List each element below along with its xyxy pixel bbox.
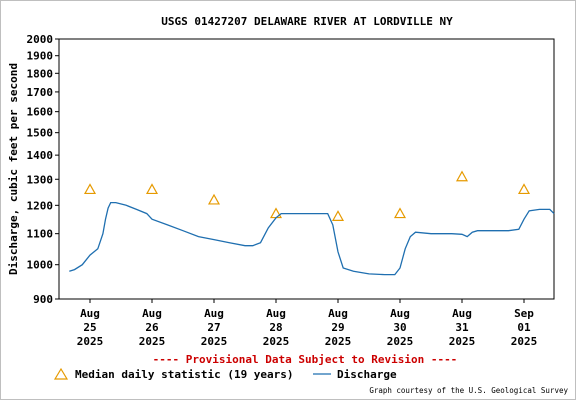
- y-tick-label: 1400: [27, 149, 54, 162]
- y-tick-label: 1000: [27, 259, 54, 272]
- plot-area: [58, 38, 555, 300]
- median-marker: [207, 193, 221, 205]
- y-tick-label: 1100: [27, 228, 54, 241]
- median-marker: [331, 210, 345, 221]
- x-tick-label: 2025: [139, 335, 166, 348]
- x-tick-label: Aug: [142, 307, 162, 320]
- x-tick-label: Aug: [266, 307, 286, 320]
- x-tick-label: 30: [393, 321, 406, 334]
- x-tick-label: 2025: [325, 335, 352, 348]
- x-tick-label: 2025: [263, 335, 290, 348]
- y-tick-label: 2000: [27, 33, 54, 46]
- x-tick-label: 26: [145, 321, 159, 334]
- chart-title: USGS 01427207 DELAWARE RIVER AT LORDVILL…: [161, 15, 453, 28]
- median-legend-label: Median daily statistic (19 years): [75, 368, 294, 381]
- median-marker: [517, 183, 531, 195]
- y-tick-label: 1300: [27, 173, 54, 186]
- x-tick-label: 2025: [201, 335, 228, 348]
- x-tick-label: 01: [517, 321, 531, 334]
- provisional-notice: ---- Provisional Data Subject to Revisio…: [153, 353, 458, 366]
- x-tick-label: 31: [455, 321, 469, 334]
- discharge-legend-label: Discharge: [337, 368, 397, 381]
- y-tick-label: 1800: [27, 67, 54, 80]
- x-tick-label: Aug: [328, 307, 348, 320]
- x-tick-label: 29: [331, 321, 344, 334]
- median-marker: [455, 170, 469, 182]
- y-tick-label: 1500: [27, 127, 54, 140]
- y-tick-label: 1200: [27, 199, 54, 212]
- y-tick-label: 1700: [27, 86, 54, 99]
- x-tick-label: 2025: [77, 335, 104, 348]
- credit-text: Graph courtesy of the U.S. Geological Su…: [369, 386, 568, 395]
- x-tick-label: Aug: [390, 307, 410, 320]
- y-tick-label: 1600: [27, 106, 54, 119]
- y-tick-label: 900: [33, 293, 53, 306]
- x-tick-label: Aug: [452, 307, 472, 320]
- median-marker: [145, 183, 159, 195]
- x-tick-label: Aug: [204, 307, 224, 320]
- discharge-line: [69, 201, 555, 276]
- x-tick-label: 27: [207, 321, 220, 334]
- y-tick-label: 1900: [27, 50, 54, 63]
- median-markers: [83, 170, 531, 221]
- discharge-line-group: [69, 201, 555, 276]
- chart-axes: 900 1000 1100 1200 1300 1400 1500 1600 1700 1800 1…: [27, 33, 555, 348]
- x-tick-label: 2025: [449, 335, 476, 348]
- y-axis-label: Discharge, cubic feet per second: [7, 63, 20, 275]
- median-marker: [83, 183, 97, 195]
- x-tick-label: 2025: [511, 335, 538, 348]
- x-tick-label: 25: [83, 321, 96, 334]
- x-tick-label: Sep: [514, 307, 534, 320]
- median-legend-marker: [53, 367, 69, 380]
- x-tick-label: 2025: [387, 335, 414, 348]
- median-marker: [393, 207, 407, 219]
- x-tick-label: Aug: [80, 307, 100, 320]
- x-tick-label: 28: [269, 321, 282, 334]
